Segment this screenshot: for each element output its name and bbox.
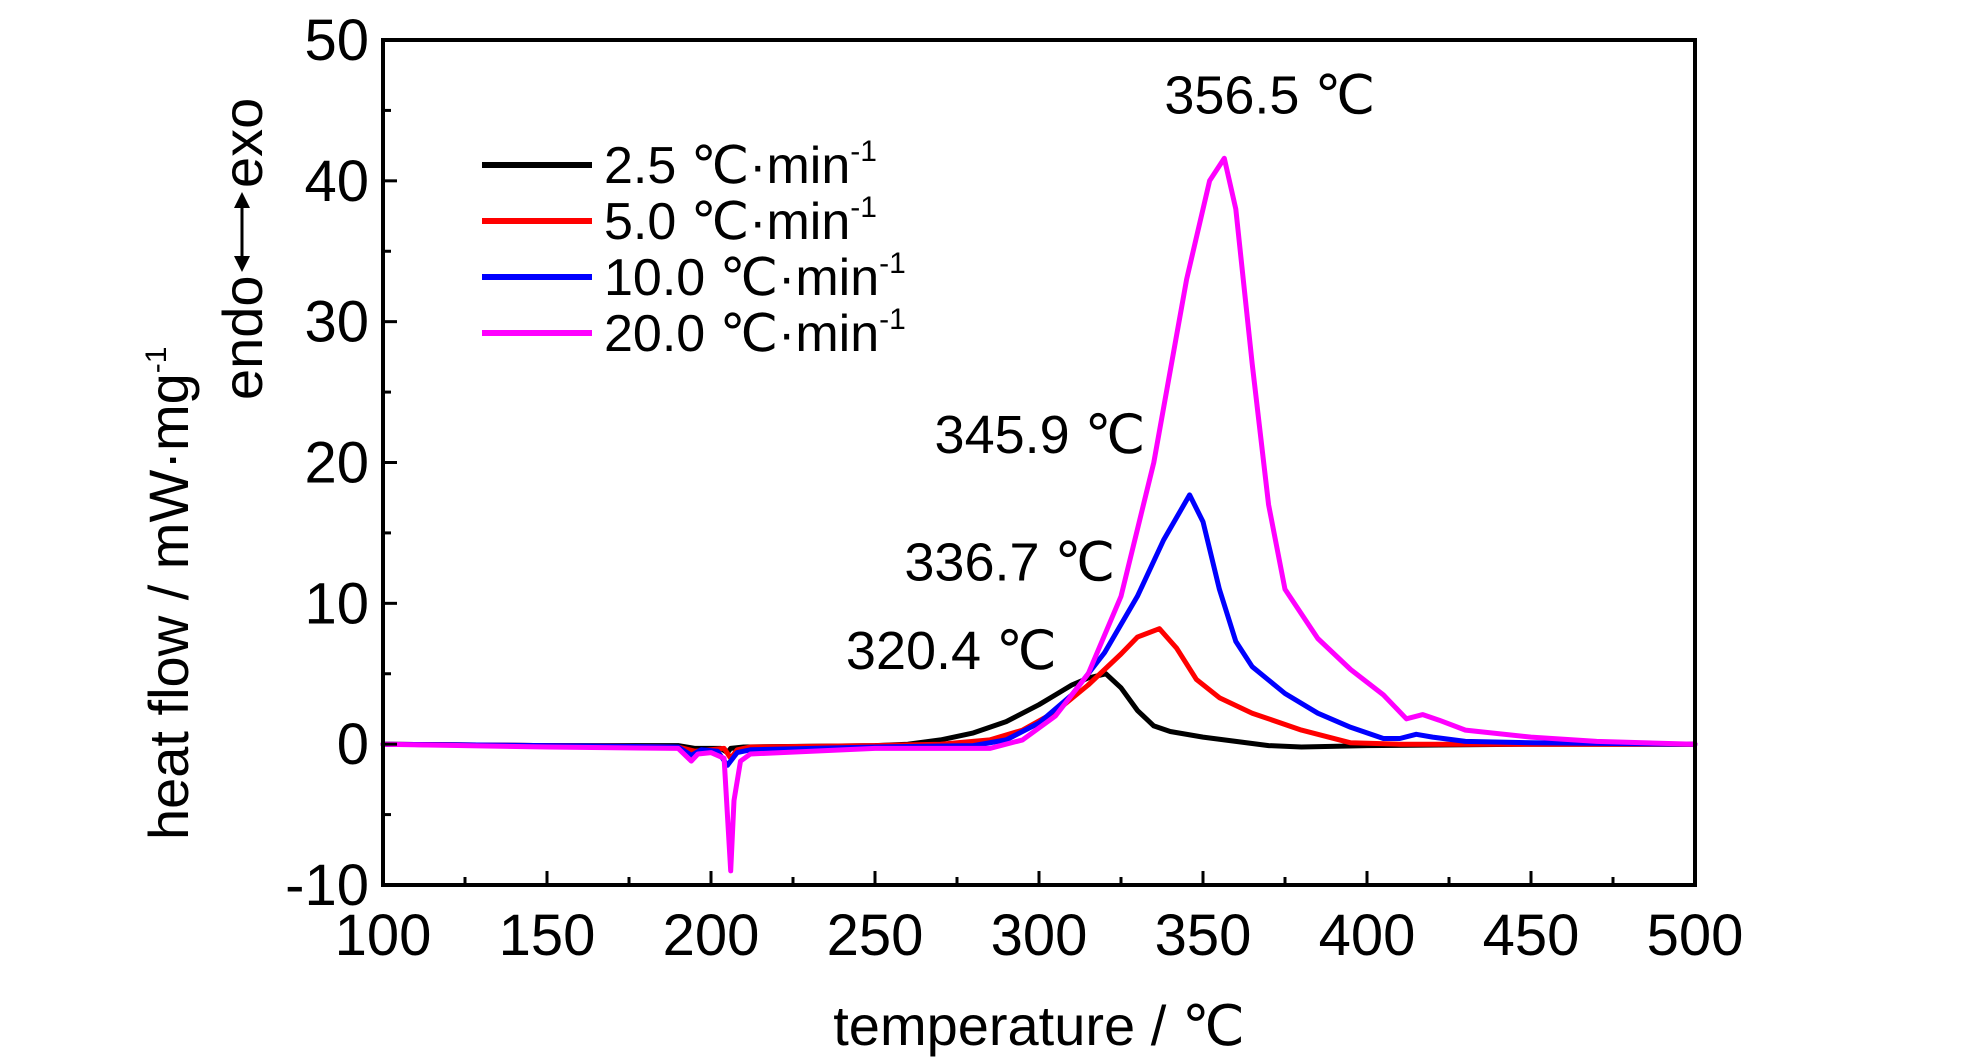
legend-label: 20.0 ℃·min-1 bbox=[604, 303, 906, 363]
legend-label: 2.5 ℃·min-1 bbox=[604, 135, 877, 195]
x-tick-label: 450 bbox=[1483, 903, 1580, 968]
peak-annotation: 336.7 ℃ bbox=[904, 533, 1115, 593]
y-axis-title: heat flow / mW·mg-1 bbox=[137, 347, 200, 840]
direction-indicator: endo exo bbox=[211, 98, 274, 400]
y-axis-title-sup: -1 bbox=[140, 347, 173, 374]
legend-label: 5.0 ℃·min-1 bbox=[604, 191, 877, 251]
x-axis: 100 150 200 250 300 350 400 450 500 bbox=[335, 871, 1744, 968]
y-tick-label: 20 bbox=[304, 431, 369, 496]
exo-label: exo bbox=[211, 98, 274, 188]
legend: 2.5 ℃·min-15.0 ℃·min-110.0 ℃·min-120.0 ℃… bbox=[482, 135, 906, 363]
x-tick-label: 100 bbox=[335, 903, 432, 968]
arrow-right-icon bbox=[234, 192, 250, 208]
y-axis-title-text: heat flow / mW·mg bbox=[137, 373, 200, 840]
x-tick-label: 500 bbox=[1647, 903, 1744, 968]
y-tick-label: 10 bbox=[304, 571, 369, 636]
x-tick-label: 150 bbox=[499, 903, 596, 968]
y-axis: -10 0 10 20 30 40 50 bbox=[285, 8, 397, 918]
x-axis-title: temperature / ℃ bbox=[833, 994, 1245, 1057]
peak-annotation: 345.9 ℃ bbox=[935, 405, 1146, 465]
y-tick-label: 0 bbox=[337, 712, 369, 777]
annotations: 356.5 ℃ 345.9 ℃ 336.7 ℃ 320.4 ℃ bbox=[846, 65, 1375, 680]
legend-label: 10.0 ℃·min-1 bbox=[604, 247, 906, 307]
series-line bbox=[380, 155, 1698, 874]
y-tick-label: 50 bbox=[304, 8, 369, 73]
x-tick-label: 350 bbox=[1155, 903, 1252, 968]
arrow-left-icon bbox=[234, 256, 250, 272]
y-tick-label: -10 bbox=[285, 853, 369, 918]
y-tick-label: 30 bbox=[304, 290, 369, 355]
y-axis-title-group: heat flow / mW·mg-1 bbox=[137, 347, 200, 840]
x-tick-label: 400 bbox=[1319, 903, 1416, 968]
x-tick-label: 200 bbox=[663, 903, 760, 968]
peak-annotation: 356.5 ℃ bbox=[1164, 65, 1375, 125]
y-tick-label: 40 bbox=[304, 149, 369, 214]
plot-lines bbox=[380, 155, 1698, 874]
x-tick-label: 300 bbox=[991, 903, 1088, 968]
peak-annotation: 320.4 ℃ bbox=[846, 621, 1057, 681]
x-tick-label: 250 bbox=[827, 903, 924, 968]
endo-label: endo bbox=[211, 275, 274, 400]
